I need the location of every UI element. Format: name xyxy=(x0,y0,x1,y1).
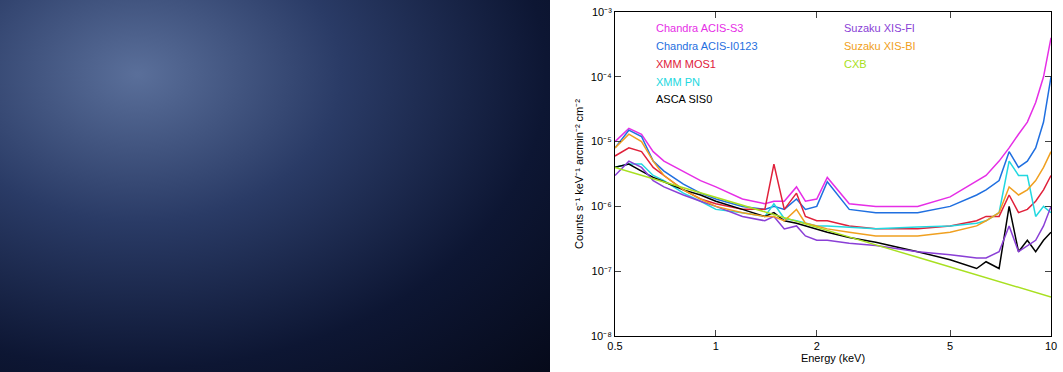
svg-text:10: 10 xyxy=(1045,340,1057,352)
svg-text:Suzaku XIS-FI: Suzaku XIS-FI xyxy=(844,22,915,34)
svg-text:1: 1 xyxy=(713,340,719,352)
svg-text:10⁻⁶: 10⁻⁶ xyxy=(591,200,612,212)
svg-text:10⁻⁷: 10⁻⁷ xyxy=(592,265,612,277)
svg-text:10⁻⁸: 10⁻⁸ xyxy=(591,330,612,342)
svg-text:Energy (keV): Energy (keV) xyxy=(801,352,865,364)
svg-text:XMM PN: XMM PN xyxy=(656,76,700,88)
svg-text:5: 5 xyxy=(947,340,953,352)
svg-text:Suzaku XIS-BI: Suzaku XIS-BI xyxy=(844,40,916,52)
svg-text:XMM MOS1: XMM MOS1 xyxy=(656,58,716,70)
svg-text:10⁻⁵: 10⁻⁵ xyxy=(591,135,612,147)
svg-text:Counts s⁻¹ keV⁻¹ arcmin⁻² cm⁻²: Counts s⁻¹ keV⁻¹ arcmin⁻² cm⁻² xyxy=(573,99,585,249)
svg-text:10⁻⁴: 10⁻⁴ xyxy=(591,71,612,83)
svg-text:10⁻³: 10⁻³ xyxy=(592,6,612,18)
svg-text:0.5: 0.5 xyxy=(607,340,622,352)
svg-text:ASCA SIS0: ASCA SIS0 xyxy=(656,93,712,105)
svg-text:2: 2 xyxy=(814,340,820,352)
svg-text:Chandra ACIS-I0123: Chandra ACIS-I0123 xyxy=(656,40,758,52)
svg-text:CXB: CXB xyxy=(844,58,867,70)
svg-text:Chandra ACIS-S3: Chandra ACIS-S3 xyxy=(656,22,743,34)
